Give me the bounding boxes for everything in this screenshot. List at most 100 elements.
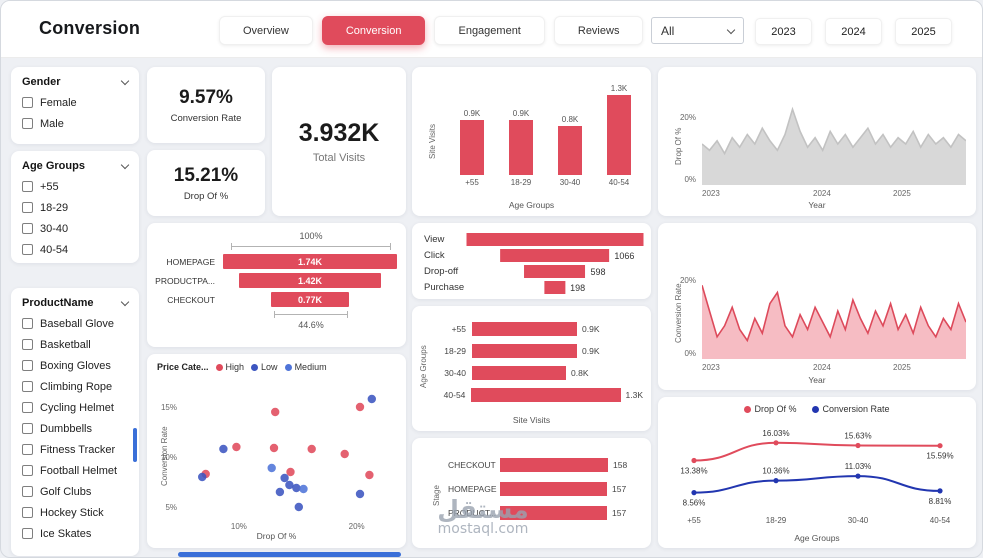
filter-option[interactable]: Dumbbells bbox=[11, 418, 139, 439]
line-point[interactable] bbox=[855, 473, 861, 479]
bar[interactable] bbox=[460, 120, 484, 175]
checkbox[interactable] bbox=[22, 181, 33, 192]
filter-dropdown[interactable]: All bbox=[651, 17, 744, 44]
scatter-point[interactable] bbox=[340, 449, 349, 459]
legend-item-low[interactable]: Low bbox=[251, 362, 278, 372]
scatter-point[interactable] bbox=[292, 483, 301, 493]
line-point[interactable] bbox=[937, 488, 943, 494]
filter-option[interactable]: Male bbox=[11, 113, 139, 134]
legend-item-high[interactable]: High bbox=[215, 362, 244, 372]
checkbox[interactable] bbox=[22, 318, 33, 329]
scatter-point[interactable] bbox=[367, 394, 376, 404]
scatter-point[interactable] bbox=[271, 407, 280, 417]
checkbox[interactable] bbox=[22, 339, 33, 350]
legend-item[interactable]: Drop Of % bbox=[744, 404, 796, 414]
scatter-point[interactable] bbox=[285, 480, 294, 490]
bar[interactable] bbox=[500, 506, 607, 520]
filter-option[interactable]: Cycling Helmet bbox=[11, 397, 139, 418]
checkbox[interactable] bbox=[22, 97, 33, 108]
funnel-bar[interactable]: 1.42K bbox=[239, 273, 381, 288]
funnel-bar[interactable]: 0.77K bbox=[271, 292, 349, 307]
bar[interactable] bbox=[509, 120, 533, 175]
filter-option[interactable]: 30-40 bbox=[11, 218, 139, 239]
scatter-point[interactable] bbox=[269, 443, 279, 453]
filter-option[interactable]: 18-29 bbox=[11, 197, 139, 218]
filter-section-header[interactable]: ProductName bbox=[11, 288, 139, 313]
scatter-point[interactable] bbox=[267, 463, 276, 473]
tab-reviews[interactable]: Reviews bbox=[553, 16, 644, 45]
bar[interactable] bbox=[471, 388, 621, 402]
checkbox[interactable] bbox=[22, 465, 33, 476]
funnel-bar[interactable] bbox=[543, 281, 566, 294]
tab-overview[interactable]: Overview bbox=[219, 16, 313, 45]
filter-option[interactable]: Baseball Glove bbox=[11, 313, 139, 334]
filter-option[interactable]: Golf Clubs bbox=[11, 481, 139, 502]
legend-item[interactable]: Conversion Rate bbox=[812, 404, 890, 414]
scatter-point[interactable] bbox=[275, 487, 285, 497]
scatter-point[interactable] bbox=[219, 444, 228, 454]
legend-item-medium[interactable]: Medium bbox=[284, 362, 327, 372]
line-point[interactable] bbox=[855, 442, 861, 449]
funnel-bar[interactable]: 1.74K bbox=[223, 254, 397, 269]
funnel-bar[interactable] bbox=[499, 249, 610, 262]
scatter-point[interactable] bbox=[280, 473, 289, 483]
filter-option[interactable]: +55 bbox=[11, 176, 139, 197]
filter-option[interactable]: Climbing Rope bbox=[11, 376, 139, 397]
checkbox[interactable] bbox=[22, 486, 33, 497]
x-tick-label: 2024 bbox=[813, 363, 831, 372]
year-button-2023[interactable]: 2023 bbox=[755, 18, 812, 45]
bar[interactable] bbox=[472, 344, 577, 358]
scatter-point[interactable] bbox=[307, 444, 316, 454]
bar[interactable] bbox=[500, 482, 607, 496]
checkbox[interactable] bbox=[22, 381, 33, 392]
scatter-point[interactable] bbox=[355, 402, 365, 412]
bar[interactable] bbox=[472, 366, 566, 380]
filter-option[interactable]: Boxing Gloves bbox=[11, 355, 139, 376]
scatter-point[interactable] bbox=[355, 489, 365, 499]
vertical-scrollbar[interactable] bbox=[133, 428, 137, 462]
checkbox[interactable] bbox=[22, 202, 33, 213]
filter-option[interactable]: Fitness Tracker bbox=[11, 439, 139, 460]
filter-option[interactable]: Hockey Stick bbox=[11, 502, 139, 523]
checkbox[interactable] bbox=[22, 423, 33, 434]
line-point[interactable] bbox=[937, 443, 943, 449]
year-button-2025[interactable]: 2025 bbox=[895, 18, 952, 45]
checkbox[interactable] bbox=[22, 360, 33, 371]
checkbox[interactable] bbox=[22, 118, 33, 129]
scatter-point[interactable] bbox=[365, 470, 374, 480]
checkbox[interactable] bbox=[22, 244, 33, 255]
bar[interactable] bbox=[472, 322, 577, 336]
scatter-point[interactable] bbox=[299, 484, 308, 494]
filter-option[interactable]: Female bbox=[11, 92, 139, 113]
horizontal-scrollbar[interactable] bbox=[178, 552, 401, 557]
line-point[interactable] bbox=[691, 490, 697, 496]
line-point[interactable] bbox=[691, 457, 697, 464]
bar[interactable] bbox=[607, 95, 631, 175]
filter-option[interactable]: Football Helmet bbox=[11, 460, 139, 481]
year-button-2024[interactable]: 2024 bbox=[825, 18, 882, 45]
checkbox[interactable] bbox=[22, 507, 33, 518]
bar[interactable] bbox=[558, 126, 582, 175]
scatter-point[interactable] bbox=[232, 442, 241, 452]
bar[interactable] bbox=[500, 458, 608, 472]
tab-engagement[interactable]: Engagement bbox=[434, 16, 545, 45]
filter-section-header[interactable]: Gender bbox=[11, 67, 139, 92]
filter-option[interactable]: Basketball bbox=[11, 334, 139, 355]
scatter-point[interactable] bbox=[286, 467, 295, 477]
scatter-point[interactable] bbox=[294, 502, 303, 512]
checkbox[interactable] bbox=[22, 528, 33, 539]
scatter-point[interactable] bbox=[198, 472, 207, 482]
checkbox[interactable] bbox=[22, 402, 33, 413]
filter-section-header[interactable]: Age Groups bbox=[11, 151, 139, 176]
checkbox[interactable] bbox=[22, 444, 33, 455]
bar-row: HOMEPAGE 157 bbox=[448, 482, 643, 496]
line-point[interactable] bbox=[773, 440, 779, 446]
funnel-bar[interactable] bbox=[523, 265, 586, 278]
line-point[interactable] bbox=[773, 478, 779, 484]
tab-conversion[interactable]: Conversion bbox=[321, 16, 426, 45]
filter-option-label: +55 bbox=[40, 180, 59, 193]
checkbox[interactable] bbox=[22, 223, 33, 234]
filter-option[interactable]: 40-54 bbox=[11, 239, 139, 260]
filter-option[interactable]: Ice Skates bbox=[11, 523, 139, 544]
funnel-bar[interactable] bbox=[466, 233, 643, 246]
